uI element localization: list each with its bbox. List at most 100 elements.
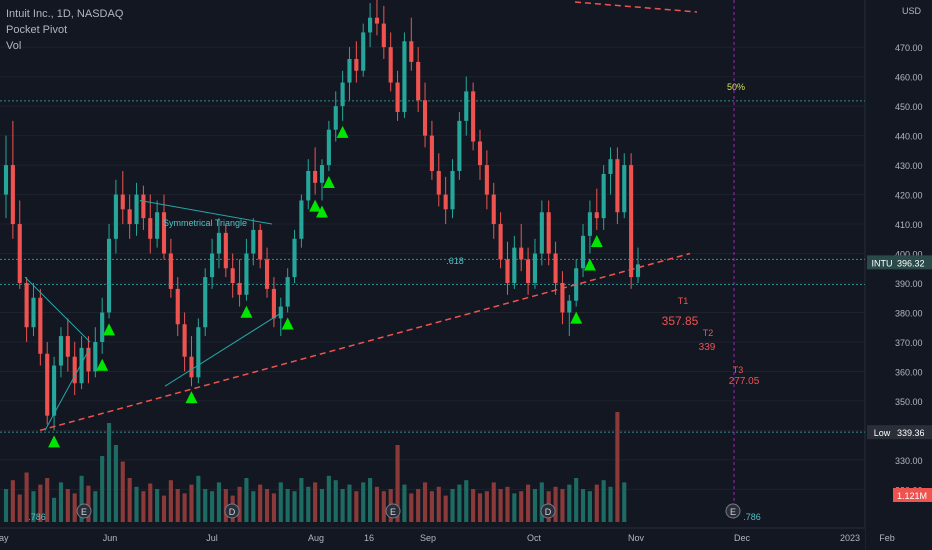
wedge-lower-line <box>44 347 91 431</box>
candle-body <box>168 253 173 289</box>
candle-body <box>72 356 77 384</box>
volume-bar <box>491 482 496 522</box>
volume-bar <box>368 478 373 522</box>
volume-bar <box>278 482 283 522</box>
candle-body <box>422 100 428 136</box>
pocket-pivot-marker <box>281 317 294 330</box>
candle-body <box>31 297 36 328</box>
low-price-tag-bg <box>867 425 897 440</box>
low-price-value: 339.36 <box>897 428 925 438</box>
candle-body <box>519 247 524 260</box>
dividend-marker-label: D <box>229 507 236 517</box>
volume-bar <box>120 461 125 522</box>
candle-body <box>388 47 393 83</box>
candle-body <box>319 165 325 183</box>
candle-body <box>409 41 414 62</box>
volume-bar <box>161 495 167 522</box>
volume-bar <box>457 484 462 522</box>
candle-body <box>532 253 538 284</box>
volume-bar <box>79 475 84 522</box>
candle-body <box>10 165 15 225</box>
candle-body <box>539 212 544 254</box>
volume-bar <box>313 482 318 522</box>
volume-bar <box>574 478 579 522</box>
volume-bar <box>326 475 331 522</box>
t2-label: T2 <box>703 328 714 338</box>
candle-body <box>306 170 311 201</box>
candle-body <box>106 238 112 313</box>
pocket-pivot-marker <box>322 175 335 188</box>
candle-body <box>436 170 441 195</box>
candle-body <box>567 300 572 313</box>
candle-body <box>141 194 146 219</box>
price-axis-bg <box>865 0 932 550</box>
candle-body <box>443 194 448 210</box>
candle-body <box>560 283 565 313</box>
volume-bar <box>285 489 290 522</box>
volume-bar <box>210 491 215 522</box>
time-tick-label: Nov <box>628 533 645 543</box>
volume-bar <box>567 484 572 522</box>
volume-bar <box>223 489 228 522</box>
candle-body <box>395 82 400 113</box>
earnings-marker <box>76 503 92 519</box>
resistance-trendline <box>574 1 698 13</box>
last-price-value: 396.32 <box>897 258 925 268</box>
time-tick-label: Jul <box>206 533 218 543</box>
volume-bar <box>127 478 132 522</box>
candle-body <box>498 224 503 260</box>
pocket-pivot-marker <box>185 391 198 404</box>
t1-value: 357.85 <box>662 314 699 328</box>
pocket-pivot-marker <box>570 311 583 324</box>
volume-bar <box>477 493 483 522</box>
volume-bar <box>416 489 421 522</box>
candle-body <box>237 283 242 295</box>
triangle-upper-line <box>139 199 273 225</box>
triangle-lower-line <box>164 312 283 387</box>
volume-bar <box>148 483 153 522</box>
volume-bar <box>106 423 112 522</box>
volume-bar <box>464 480 469 522</box>
chart-legend: Intuit Inc., 1D, NASDAQ Pocket Pivot Vol <box>6 6 123 54</box>
price-tick-label: 440.00 <box>895 132 923 142</box>
time-tick-label: May <box>0 533 9 543</box>
volume-bar <box>443 495 448 522</box>
volume-bar <box>182 493 187 522</box>
dividend-marker <box>540 503 556 519</box>
volume-bar <box>594 484 599 522</box>
candle-body <box>333 106 338 130</box>
candle-body <box>65 336 70 357</box>
candle-body <box>113 194 118 239</box>
volume-bar <box>244 478 249 522</box>
volume-bar <box>196 475 201 522</box>
time-tick-label: Dec <box>734 533 751 543</box>
volume-bar <box>299 478 304 522</box>
volume-bar <box>519 491 524 522</box>
candle-body <box>189 356 194 378</box>
candle-body <box>471 91 476 142</box>
volume-bar <box>24 472 29 522</box>
earnings-marker <box>385 503 401 519</box>
volume-bar <box>402 484 407 522</box>
candle-body <box>629 165 634 278</box>
volume-bar <box>3 489 9 522</box>
candle-body <box>635 264 641 278</box>
dividend-marker <box>224 503 240 519</box>
pocket-pivot-marker <box>103 323 116 336</box>
volume-bar <box>381 491 386 522</box>
candle-body <box>450 170 455 210</box>
pocket-pivot-marker <box>590 234 603 247</box>
volume-tag: 1.121M <box>897 491 927 501</box>
volume-bar <box>532 489 538 522</box>
candle-body <box>580 235 586 269</box>
volume-bar <box>86 485 91 522</box>
volume-bar <box>436 486 441 522</box>
volume-bar <box>31 491 36 522</box>
candle-body <box>38 297 43 354</box>
volume-bar <box>155 489 160 522</box>
pocket-pivot-marker <box>48 435 61 448</box>
fib-618-label: .618 <box>446 256 464 266</box>
volume-bar <box>484 491 489 522</box>
candle-body <box>374 17 380 24</box>
